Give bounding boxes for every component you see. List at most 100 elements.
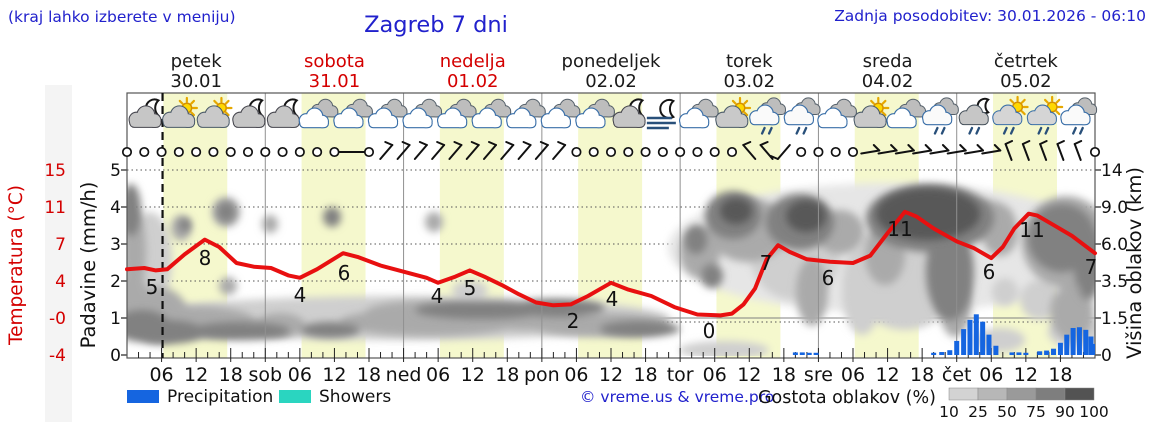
- cloud-blob: [992, 278, 1018, 306]
- temperature-point-label: 6: [338, 261, 351, 285]
- weather-icon-cloud-rain: [921, 97, 959, 135]
- sun-ray: [213, 99, 219, 105]
- cloud-axis-tick-label: 9.0: [1101, 198, 1128, 218]
- calm-circle: [191, 146, 202, 158]
- wind-barb-line: [483, 144, 497, 160]
- weather-icon-clouds: [886, 98, 927, 129]
- cloud-blob: [300, 322, 360, 338]
- density-scale-segment: [1064, 387, 1095, 401]
- cloud-fill: [785, 116, 813, 125]
- weather-icon-clouds: [333, 98, 373, 129]
- x-tick-label: 18: [1048, 364, 1072, 386]
- x-tick-label: 06: [564, 364, 588, 386]
- cloud-blob: [876, 188, 980, 240]
- day-name: nedelja: [440, 51, 506, 72]
- sun-ray: [178, 99, 184, 105]
- wind-symbol-barb-e: [912, 144, 933, 155]
- drizzle-mark: [975, 126, 981, 135]
- cloud-fill: [855, 118, 886, 127]
- wind-symbol-calm: [571, 146, 582, 158]
- x-day-abbr-label: čet: [942, 364, 972, 386]
- x-tick-label: 12: [184, 364, 208, 386]
- weather-icon-cloud-moon: [612, 98, 646, 128]
- day-name: ponedeljek: [562, 51, 661, 72]
- calm-circle: [830, 146, 841, 158]
- cloud-fill: [233, 118, 265, 127]
- page-title: Zagreb 7 dni: [364, 12, 508, 38]
- cloud-fill: [1028, 116, 1056, 125]
- x-tick-label: 12: [737, 364, 761, 386]
- wind-symbol-barb-e: [929, 144, 950, 155]
- calm-circle: [605, 146, 617, 158]
- wind-barb-line: [929, 149, 950, 155]
- drizzle-mark: [933, 126, 939, 135]
- precip-bar: [1023, 352, 1029, 355]
- drizzle-mark: [760, 126, 766, 135]
- calm-circle: [173, 146, 184, 158]
- wind-barb-line: [379, 144, 394, 160]
- wind-symbol-barb-e: [877, 144, 898, 155]
- drizzle-mark: [940, 126, 946, 135]
- cloud-shape: [162, 105, 196, 128]
- cloud-density-legend-label: Gostota oblakov (%): [758, 388, 936, 408]
- calm-circle: [813, 146, 824, 158]
- wind-barb-line: [877, 149, 898, 155]
- precip-bar: [954, 340, 960, 355]
- x-tick-label: 06: [979, 364, 1003, 386]
- cloud-height-axis-title: Višina oblakov (km): [1123, 167, 1146, 359]
- precip-bar: [947, 350, 953, 355]
- precipitation-legend-swatch: [127, 390, 159, 403]
- x-day-abbr-label: pon: [524, 364, 560, 386]
- wind-symbol-calm: [121, 146, 133, 158]
- day-name: sobota: [304, 51, 365, 72]
- wind-barb-line: [539, 141, 549, 146]
- sun-ray: [881, 99, 887, 105]
- drizzle-mark: [1037, 126, 1043, 135]
- wind-barb-line: [993, 144, 1002, 152]
- density-scale-segment: [1035, 387, 1066, 401]
- cloud-shape: [540, 107, 572, 129]
- cloud-fill: [130, 118, 161, 127]
- precip-bar: [1090, 343, 1095, 355]
- temp-axis-tick-label: 11: [44, 198, 66, 218]
- sun-ray: [224, 99, 230, 105]
- cloud-blob: [190, 322, 290, 340]
- cloud-shape: [612, 105, 646, 128]
- showers-legend-swatch: [279, 390, 311, 403]
- density-scale-segment: [977, 387, 1008, 401]
- cloud-shape: [128, 105, 162, 128]
- wind-symbol-calm: [813, 146, 824, 158]
- precip-axis-tick-label: 1: [110, 309, 121, 329]
- wind-symbol-calm: [277, 146, 288, 158]
- wind-symbol-calm: [1089, 146, 1101, 158]
- precip-bar: [1076, 327, 1082, 355]
- cloud-fill: [542, 119, 570, 128]
- precip-bar: [799, 352, 805, 355]
- wind-barb-line: [384, 141, 394, 146]
- cloud-shape: [1026, 104, 1057, 126]
- cloud-shape: [1060, 104, 1091, 126]
- wind-symbol-barb-ne: [413, 141, 428, 160]
- wind-symbol-barb-ne: [483, 141, 497, 160]
- calm-circle: [139, 146, 150, 158]
- x-tick-label: 06: [149, 364, 173, 386]
- wind-symbol-barb-ne: [534, 141, 549, 160]
- day-name: petek: [171, 51, 223, 72]
- day-name: torek: [726, 51, 773, 72]
- wind-symbol-calm: [692, 146, 703, 158]
- wind-symbol-barb-s: [1004, 140, 1014, 161]
- calm-circle: [623, 146, 634, 158]
- weather-icon-cloud-sun: [853, 96, 890, 128]
- x-tick-label: 18: [633, 364, 657, 386]
- weather-icon-clouds: [402, 98, 443, 129]
- sun-ray: [1020, 110, 1026, 116]
- calm-circle: [225, 146, 236, 158]
- wind-symbol-calm: [605, 146, 617, 158]
- wind-symbol-barb-s: [1056, 140, 1065, 161]
- cloud-blob: [685, 226, 707, 254]
- wind-barb-line: [470, 141, 480, 146]
- wind-barb-line: [1004, 140, 1014, 145]
- weather-icon-clouds: [540, 98, 581, 129]
- precip-bar: [939, 352, 945, 355]
- density-scale-label: 50: [997, 403, 1017, 421]
